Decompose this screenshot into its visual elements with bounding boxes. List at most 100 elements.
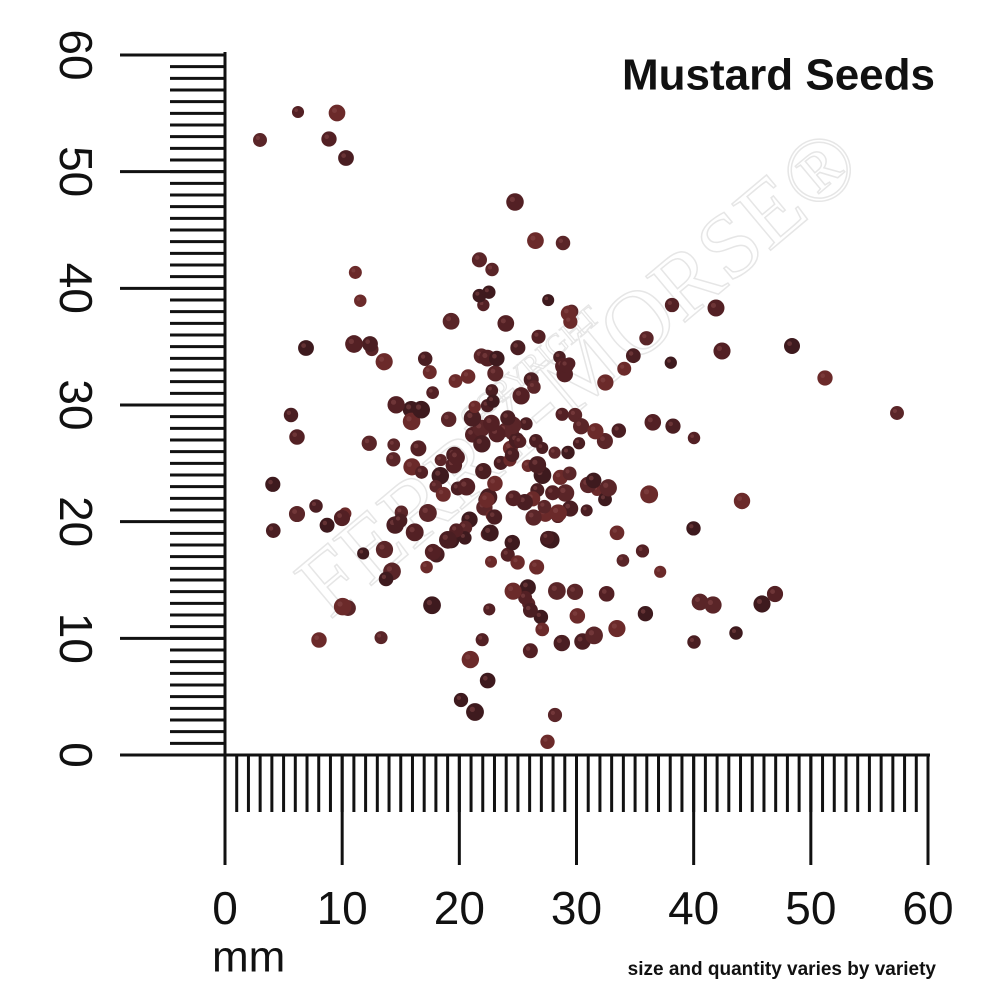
seed [309, 499, 323, 513]
title: Mustard Seeds [622, 51, 935, 100]
seed [387, 396, 405, 414]
seed-highlight [406, 416, 412, 422]
seed [439, 530, 457, 549]
seed-highlight [530, 235, 536, 241]
seed-highlight [515, 390, 522, 396]
seed-highlight [548, 488, 553, 493]
seed [559, 358, 574, 373]
seed-highlight [556, 638, 562, 644]
seed [479, 672, 496, 689]
seed-highlight [485, 605, 490, 610]
seed-highlight [478, 466, 484, 472]
seed [585, 626, 603, 645]
seed [386, 452, 401, 467]
seed-highlight [509, 196, 515, 202]
seed-highlight [543, 533, 548, 538]
seed [482, 285, 496, 299]
seed-highlight [255, 135, 260, 140]
seed [475, 462, 492, 480]
seed [547, 707, 563, 723]
seed [599, 479, 617, 497]
seed [374, 631, 388, 645]
seed-highlight [552, 507, 559, 514]
seed-highlight [483, 401, 488, 406]
seed-highlight [415, 404, 422, 410]
seed-highlight [324, 134, 329, 139]
seed [410, 440, 427, 457]
y-ruler-label: 0 [50, 742, 102, 768]
seed-highlight [482, 495, 487, 501]
seed [687, 431, 701, 445]
seed [639, 331, 654, 346]
seed-highlight [492, 353, 497, 359]
seed [506, 193, 524, 211]
seed-highlight [538, 625, 543, 630]
seed-highlight [619, 556, 623, 561]
seed-highlight [560, 487, 566, 494]
seed-highlight [534, 332, 539, 337]
y-ruler-label: 50 [50, 146, 102, 197]
seed-highlight [707, 599, 713, 605]
seed [461, 650, 480, 669]
seed-highlight [468, 430, 473, 435]
seed [483, 603, 496, 616]
seed-highlight [525, 646, 531, 651]
seed-highlight [820, 373, 825, 378]
seed-highlight [612, 528, 617, 533]
seed [686, 521, 701, 536]
seed-highlight [620, 364, 625, 369]
seed-highlight [520, 593, 526, 598]
seed-highlight [452, 526, 457, 531]
seed [500, 410, 516, 426]
seed [289, 429, 305, 445]
seed [424, 543, 442, 561]
seed-highlight [428, 547, 433, 553]
seed [504, 534, 520, 551]
seed-highlight [590, 426, 596, 432]
seed [265, 476, 281, 492]
seed-highlight [490, 478, 495, 484]
seed-highlight [522, 582, 528, 588]
seed-highlight [583, 506, 587, 511]
seed [485, 262, 499, 277]
seed [475, 633, 489, 647]
seed-highlight [503, 413, 508, 418]
seed [442, 312, 460, 330]
seed [597, 374, 614, 391]
seed-highlight [787, 341, 792, 346]
seed-highlight [425, 367, 430, 373]
seed-highlight [555, 472, 561, 478]
seed-highlight [465, 654, 471, 660]
seed-highlight [566, 317, 571, 322]
seed-highlight [474, 255, 480, 260]
seed-highlight [694, 596, 700, 602]
seed-highlight [529, 382, 534, 388]
seed [537, 499, 552, 514]
seed-highlight [532, 562, 537, 568]
seed-highlight [638, 546, 643, 551]
seed-highlight [348, 338, 354, 344]
seed [412, 400, 431, 419]
seed-highlight [532, 459, 538, 465]
seed-highlight [710, 302, 716, 308]
seed [321, 131, 337, 147]
seed [573, 418, 590, 435]
seed [440, 411, 457, 428]
seed-highlight [588, 630, 595, 636]
seed [713, 342, 731, 360]
seed-highlight [656, 568, 661, 572]
seed-highlight [513, 558, 518, 563]
seed [513, 435, 527, 448]
seed-highlight [577, 636, 583, 642]
seed [426, 386, 439, 399]
seed [548, 582, 566, 600]
seed-highlight [484, 288, 489, 293]
seed-highlight [647, 417, 653, 423]
seed-highlight [461, 481, 467, 487]
seed-highlight [337, 513, 342, 518]
seed-highlight [643, 488, 650, 495]
seed-highlight [716, 345, 722, 352]
seed [611, 423, 627, 438]
x-ruler-label: 50 [785, 882, 836, 934]
seed-highlight [482, 353, 488, 359]
